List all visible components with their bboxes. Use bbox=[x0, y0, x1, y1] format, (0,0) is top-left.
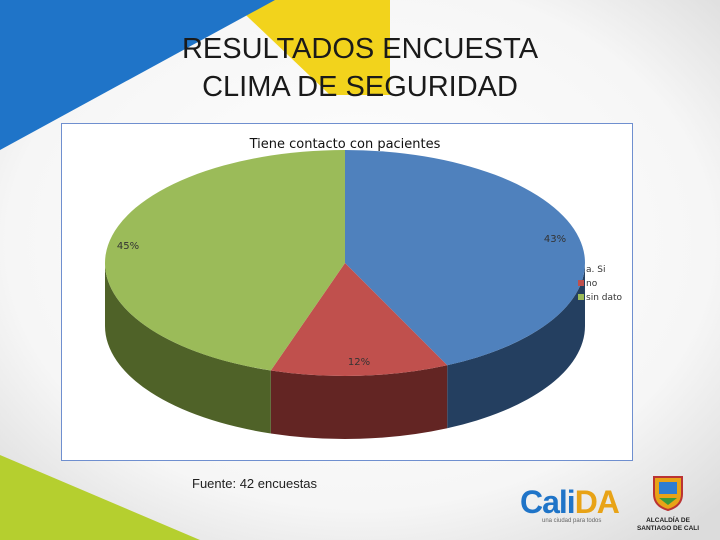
calida-wordmark: CaliDA bbox=[520, 484, 620, 520]
deco-green-band bbox=[0, 455, 200, 540]
page-title: RESULTADOS ENCUESTA CLIMA DE SEGURIDAD bbox=[60, 30, 660, 106]
legend-swatch-slice-no bbox=[578, 280, 584, 286]
title-line-1: RESULTADOS ENCUESTA bbox=[181, 33, 539, 65]
slice-sin-dato-side bbox=[105, 263, 271, 434]
source-note: Fuente: 42 encuestas bbox=[192, 476, 318, 491]
calida-logo: CaliDA una ciudad para todos bbox=[520, 484, 620, 524]
data-label-slice-sin-dato: 45% bbox=[117, 241, 139, 252]
title-line-2: CLIMA DE SEGURIDAD bbox=[202, 71, 518, 103]
chart-title: Tiene contacto con pacientes bbox=[249, 137, 441, 152]
legend-swatch-slice-sin-dato bbox=[578, 294, 584, 300]
legend-label-slice-si: a. Si bbox=[586, 265, 605, 275]
legend-swatch-slice-si bbox=[578, 266, 584, 272]
slice-no-side bbox=[270, 365, 448, 439]
alcaldia-logo: ALCALDÍA DE SANTIAGO DE CALI bbox=[628, 474, 708, 533]
legend-label-slice-no: no bbox=[586, 279, 598, 289]
slice-no-top bbox=[270, 263, 448, 376]
calida-word-cali: Cali bbox=[520, 484, 576, 520]
data-label-slice-si: 43% bbox=[544, 234, 566, 245]
deco-blue-band bbox=[0, 0, 275, 150]
slice-si-top bbox=[345, 150, 585, 366]
alcaldia-line-2: SANTIAGO DE CALI bbox=[636, 525, 700, 532]
calida-word-da: DA bbox=[574, 484, 620, 520]
data-label-slice-no: 12% bbox=[348, 357, 370, 368]
alcaldia-line-1: ALCALDÍA DE bbox=[646, 517, 690, 524]
slice-si-side bbox=[447, 263, 585, 429]
coat-of-arms-icon bbox=[653, 476, 683, 512]
calida-tagline: una ciudad para todos bbox=[542, 518, 602, 524]
legend-label-slice-sin-dato: sin dato bbox=[586, 293, 623, 303]
deco-yellow-band bbox=[230, 0, 390, 95]
slice-sin-dato-top bbox=[105, 150, 345, 371]
